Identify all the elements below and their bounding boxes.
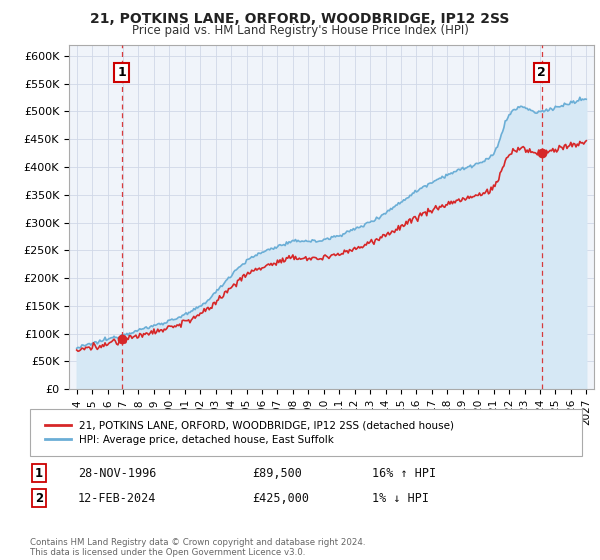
Legend: 21, POTKINS LANE, ORFORD, WOODBRIDGE, IP12 2SS (detached house), HPI: Average pr: 21, POTKINS LANE, ORFORD, WOODBRIDGE, IP… (41, 416, 458, 449)
Text: 2: 2 (538, 66, 546, 79)
Text: 1% ↓ HPI: 1% ↓ HPI (372, 492, 429, 505)
Text: £89,500: £89,500 (252, 466, 302, 480)
Text: 12-FEB-2024: 12-FEB-2024 (78, 492, 157, 505)
Text: 1: 1 (35, 466, 43, 480)
Text: Contains HM Land Registry data © Crown copyright and database right 2024.
This d: Contains HM Land Registry data © Crown c… (30, 538, 365, 557)
FancyBboxPatch shape (30, 409, 582, 456)
Text: 2: 2 (35, 492, 43, 505)
Text: 28-NOV-1996: 28-NOV-1996 (78, 466, 157, 480)
Text: 21, POTKINS LANE, ORFORD, WOODBRIDGE, IP12 2SS: 21, POTKINS LANE, ORFORD, WOODBRIDGE, IP… (91, 12, 509, 26)
Text: Price paid vs. HM Land Registry's House Price Index (HPI): Price paid vs. HM Land Registry's House … (131, 24, 469, 37)
Text: 16% ↑ HPI: 16% ↑ HPI (372, 466, 436, 480)
Text: £425,000: £425,000 (252, 492, 309, 505)
Text: 1: 1 (117, 66, 126, 79)
